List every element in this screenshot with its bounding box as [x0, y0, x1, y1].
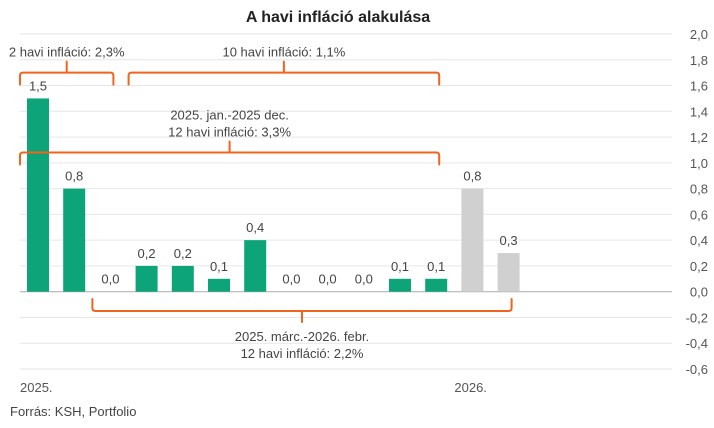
y-tick-label: 0,2	[690, 259, 708, 274]
bar-value-label: 0,4	[246, 220, 264, 235]
y-tick-label: -0,6	[686, 362, 708, 377]
bar-value-label: 0,0	[355, 272, 373, 287]
x-axis: 2025. 2026.	[20, 380, 487, 395]
source-note: Forrás: KSH, Portfolio	[10, 404, 136, 419]
y-tick-label: 1,2	[690, 130, 708, 145]
bar	[135, 265, 158, 292]
bar-value-label: 0,0	[101, 272, 119, 287]
y-tick-label: 2,0	[690, 27, 708, 42]
y-axis: 2,0 1,8 1,6 1,4 1,2 1,0 0,8 0,6 0,4 0,2 0,0 -0,2 -0,…	[686, 27, 708, 377]
bracket-label: 2025. márc.-2026. febr.	[235, 329, 369, 344]
bar-value-label: 0,0	[282, 272, 300, 287]
bar	[171, 265, 194, 292]
bar	[389, 278, 411, 292]
chart-title: A havi infláció alakulása	[246, 9, 430, 26]
brackets: 2 havi infláció: 2,3% 10 havi infláció: 1…	[9, 45, 513, 361]
y-tick-label: 0,4	[690, 233, 708, 248]
y-tick-label: 1,4	[690, 104, 708, 119]
bracket	[19, 140, 441, 166]
bracket-label: 12 havi infláció: 2,2%	[241, 346, 364, 361]
y-tick-label: 1,6	[690, 79, 708, 94]
bar	[461, 188, 484, 292]
bar	[244, 240, 267, 292]
bracket	[127, 60, 441, 86]
y-tick-label: 1,8	[690, 53, 708, 68]
y-tick-label: 0,6	[690, 207, 708, 222]
y-tick-label: 1,0	[690, 156, 708, 171]
bar-value-label: 0,3	[500, 233, 518, 248]
bar-value-label: 0,8	[65, 169, 83, 184]
bracket	[19, 60, 115, 86]
x-year-label: 2025.	[20, 380, 53, 395]
bar-value-label: 0,8	[463, 169, 481, 184]
bracket-label: 2025. jan.-2025 dec.	[170, 108, 289, 123]
bar-value-label: 0,2	[174, 246, 192, 261]
bars	[27, 98, 520, 292]
bar-value-label: 1,5	[29, 78, 47, 93]
x-year-label: 2026.	[454, 380, 487, 395]
bar-value-label: 0,0	[319, 272, 337, 287]
value-labels: 1,5 0,8 0,0 0,2 0,2 0,1 0,4 0,0 0,0 0,0 0,1 0,1 0,8 0…	[29, 78, 518, 286]
bar	[208, 278, 230, 292]
gridlines	[20, 33, 672, 370]
bar	[27, 98, 49, 292]
bar-value-label: 0,1	[391, 259, 409, 274]
bar-value-label: 0,2	[138, 246, 156, 261]
bar	[63, 188, 86, 292]
y-tick-label: 0,8	[690, 182, 708, 197]
bracket-label: 2 havi infláció: 2,3%	[9, 45, 125, 60]
bar	[425, 278, 448, 292]
y-tick-label: 0,0	[690, 285, 708, 300]
bracket-label: 12 havi infláció: 3,3%	[168, 125, 291, 140]
y-tick-label: -0,2	[686, 310, 708, 325]
bar	[497, 253, 520, 292]
y-tick-label: -0,4	[686, 336, 708, 351]
bar-value-label: 0,1	[427, 259, 445, 274]
bar-value-label: 0,1	[210, 259, 228, 274]
bracket-label: 10 havi infláció: 1,1%	[222, 45, 345, 60]
bracket	[91, 298, 513, 324]
